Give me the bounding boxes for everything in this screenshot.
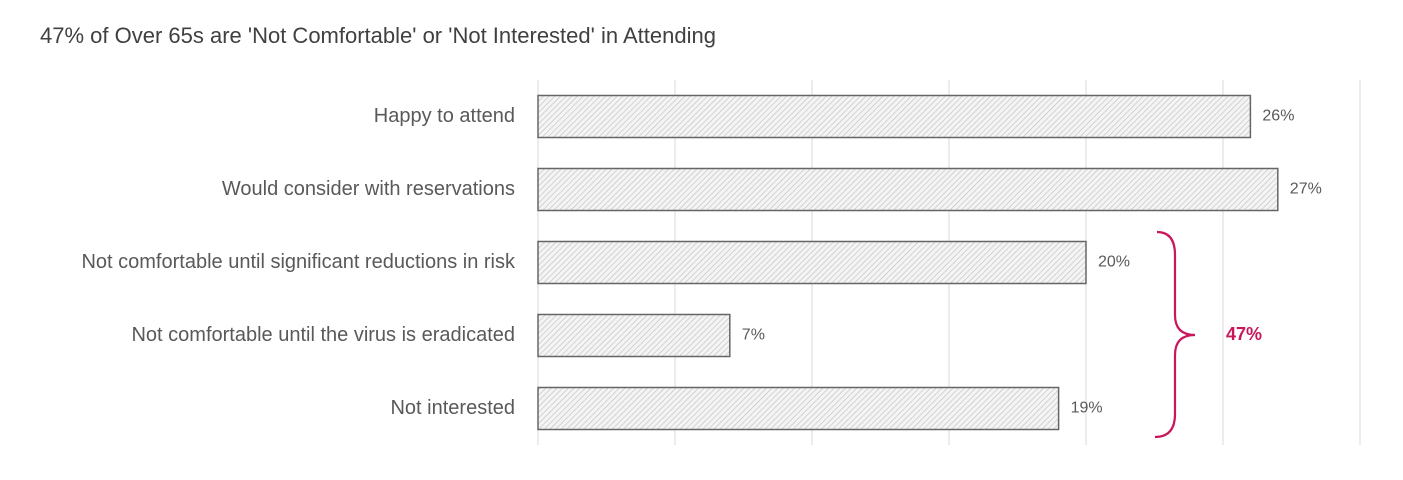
bar <box>537 386 1060 431</box>
value-label: 19% <box>1071 400 1103 417</box>
y-tick-label: Not comfortable until the virus is eradi… <box>131 324 515 346</box>
bracket <box>1154 230 1196 439</box>
value-label: 27% <box>1290 181 1322 198</box>
chart-title: 47% of Over 65s are 'Not Comfortable' or… <box>40 23 716 48</box>
bar <box>537 313 731 358</box>
bar <box>537 240 1087 285</box>
y-tick-label: Not comfortable until significant reduct… <box>81 251 516 273</box>
annotation: 47% <box>1226 324 1262 344</box>
y-tick-label: Not interested <box>390 397 515 419</box>
value-label: 20% <box>1098 254 1130 271</box>
y-tick-label: Would consider with reservations <box>222 178 515 200</box>
value-label: 26% <box>1262 108 1294 125</box>
value-label: 7% <box>742 327 765 344</box>
y-tick-label: Happy to attend <box>374 105 515 127</box>
bar <box>537 167 1279 212</box>
bar <box>537 94 1252 139</box>
